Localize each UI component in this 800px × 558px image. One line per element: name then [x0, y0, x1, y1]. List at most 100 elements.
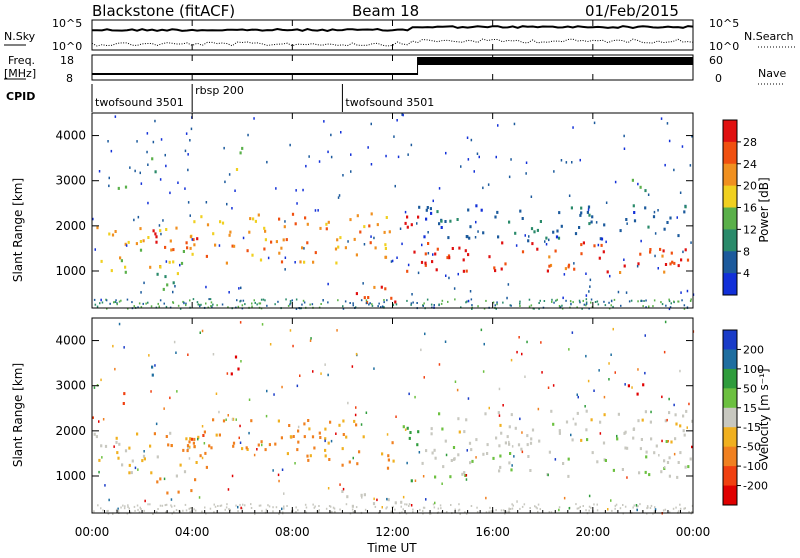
echo-cell — [671, 260, 674, 264]
noise-cell — [686, 426, 688, 429]
ground-scatter-cell — [450, 504, 452, 506]
noise-cell — [614, 180, 617, 184]
echo-cell — [457, 417, 460, 421]
ground-scatter-cell — [328, 505, 331, 507]
y-tick-label: 3000 — [55, 174, 86, 188]
ground-scatter-cell — [422, 304, 424, 307]
noise-cell — [310, 337, 312, 340]
echo-cell — [557, 236, 561, 240]
noise-cell — [227, 488, 230, 491]
echo-cell — [228, 233, 231, 237]
noise-cell — [177, 181, 179, 184]
ground-scatter-cell — [470, 298, 473, 301]
ground-scatter-cell — [127, 506, 129, 508]
y-tick-label: 4000 — [55, 129, 86, 143]
echo-cell — [221, 221, 225, 225]
ground-scatter-cell — [585, 302, 588, 305]
ground-scatter-cell — [433, 506, 436, 509]
ground-scatter-cell — [508, 510, 511, 513]
echo-cell — [497, 235, 500, 239]
echo-cell — [363, 225, 366, 229]
echo-cell — [580, 252, 583, 256]
noise-cell — [654, 254, 656, 258]
echo-cell — [164, 275, 167, 279]
ground-scatter-cell — [558, 305, 561, 307]
echo-cell — [128, 471, 131, 475]
ground-scatter-cell — [185, 304, 187, 307]
echo-cell — [130, 471, 133, 475]
echo-cell — [682, 414, 685, 418]
ground-scatter-cell — [107, 512, 110, 515]
echo-cell — [598, 256, 601, 260]
ground-scatter-cell — [578, 507, 580, 510]
echo-cell — [571, 438, 574, 442]
ground-scatter-cell — [645, 299, 647, 302]
echo-cell — [390, 296, 393, 300]
echo-cell — [644, 206, 647, 210]
echo-cell — [225, 261, 228, 265]
ground-scatter-cell — [265, 508, 268, 511]
noise-cell — [112, 344, 114, 348]
echo-cell — [270, 240, 273, 244]
noise-cell — [673, 403, 675, 407]
echo-cell — [425, 208, 428, 212]
echo-cell — [180, 261, 184, 265]
echo-cell — [252, 217, 255, 221]
ground-scatter-cell — [352, 511, 355, 513]
noise-cell — [541, 371, 543, 374]
noise-cell — [637, 182, 639, 186]
echo-cell — [406, 269, 409, 273]
ground-scatter-cell — [500, 509, 503, 512]
echo-cell — [465, 269, 468, 273]
ground-scatter-cell — [528, 305, 531, 308]
noise-cell — [650, 410, 652, 414]
noise-cell — [423, 376, 425, 379]
ground-scatter-cell — [371, 303, 373, 306]
ground-scatter-cell — [277, 300, 279, 303]
echo-cell — [233, 244, 236, 248]
echo-cell — [230, 372, 233, 376]
noise-cell — [608, 378, 610, 381]
x-tick-label: 16:00 — [475, 525, 510, 539]
noise-cell — [320, 372, 322, 375]
echo-cell — [356, 214, 359, 218]
echo-cell — [278, 251, 281, 255]
echo-cell — [294, 222, 297, 226]
echo-cell — [550, 409, 553, 413]
echo-cell — [600, 237, 604, 241]
ground-scatter-cell — [120, 299, 122, 302]
ground-scatter-cell — [422, 506, 425, 509]
echo-cell — [117, 186, 120, 190]
ground-scatter-cell — [509, 508, 512, 510]
echo-cell — [155, 235, 158, 239]
noise-cell — [623, 134, 625, 138]
colorbar-tick-label: 12 — [743, 223, 757, 236]
ground-scatter-cell — [652, 512, 654, 515]
ground-scatter-cell — [507, 510, 509, 513]
echo-cell — [641, 418, 644, 422]
echo-cell — [565, 420, 569, 424]
nave-bottom-tick: 0 — [715, 72, 722, 85]
ground-scatter-cell — [642, 305, 644, 308]
noise-cell — [314, 209, 317, 212]
ground-scatter-cell — [491, 510, 493, 513]
ground-scatter-cell — [408, 503, 411, 506]
ground-scatter-cell — [142, 302, 144, 305]
noise-cell — [118, 322, 121, 326]
ground-scatter-cell — [422, 509, 424, 512]
colorbar-swatch — [723, 368, 737, 389]
noise-cell — [571, 331, 574, 334]
noise-cell — [487, 183, 490, 186]
noise-cell — [570, 302, 572, 306]
noise-cell — [401, 242, 403, 246]
ground-scatter-cell — [240, 299, 242, 302]
ground-scatter-cell — [551, 298, 553, 301]
echo-cell — [147, 236, 150, 239]
echo-cell — [303, 435, 306, 439]
echo-cell — [297, 440, 300, 444]
ground-scatter-cell — [653, 510, 656, 513]
echo-cell — [637, 262, 640, 266]
echo-cell — [351, 504, 354, 508]
noise-cell — [386, 433, 389, 436]
echo-cell — [417, 215, 420, 219]
